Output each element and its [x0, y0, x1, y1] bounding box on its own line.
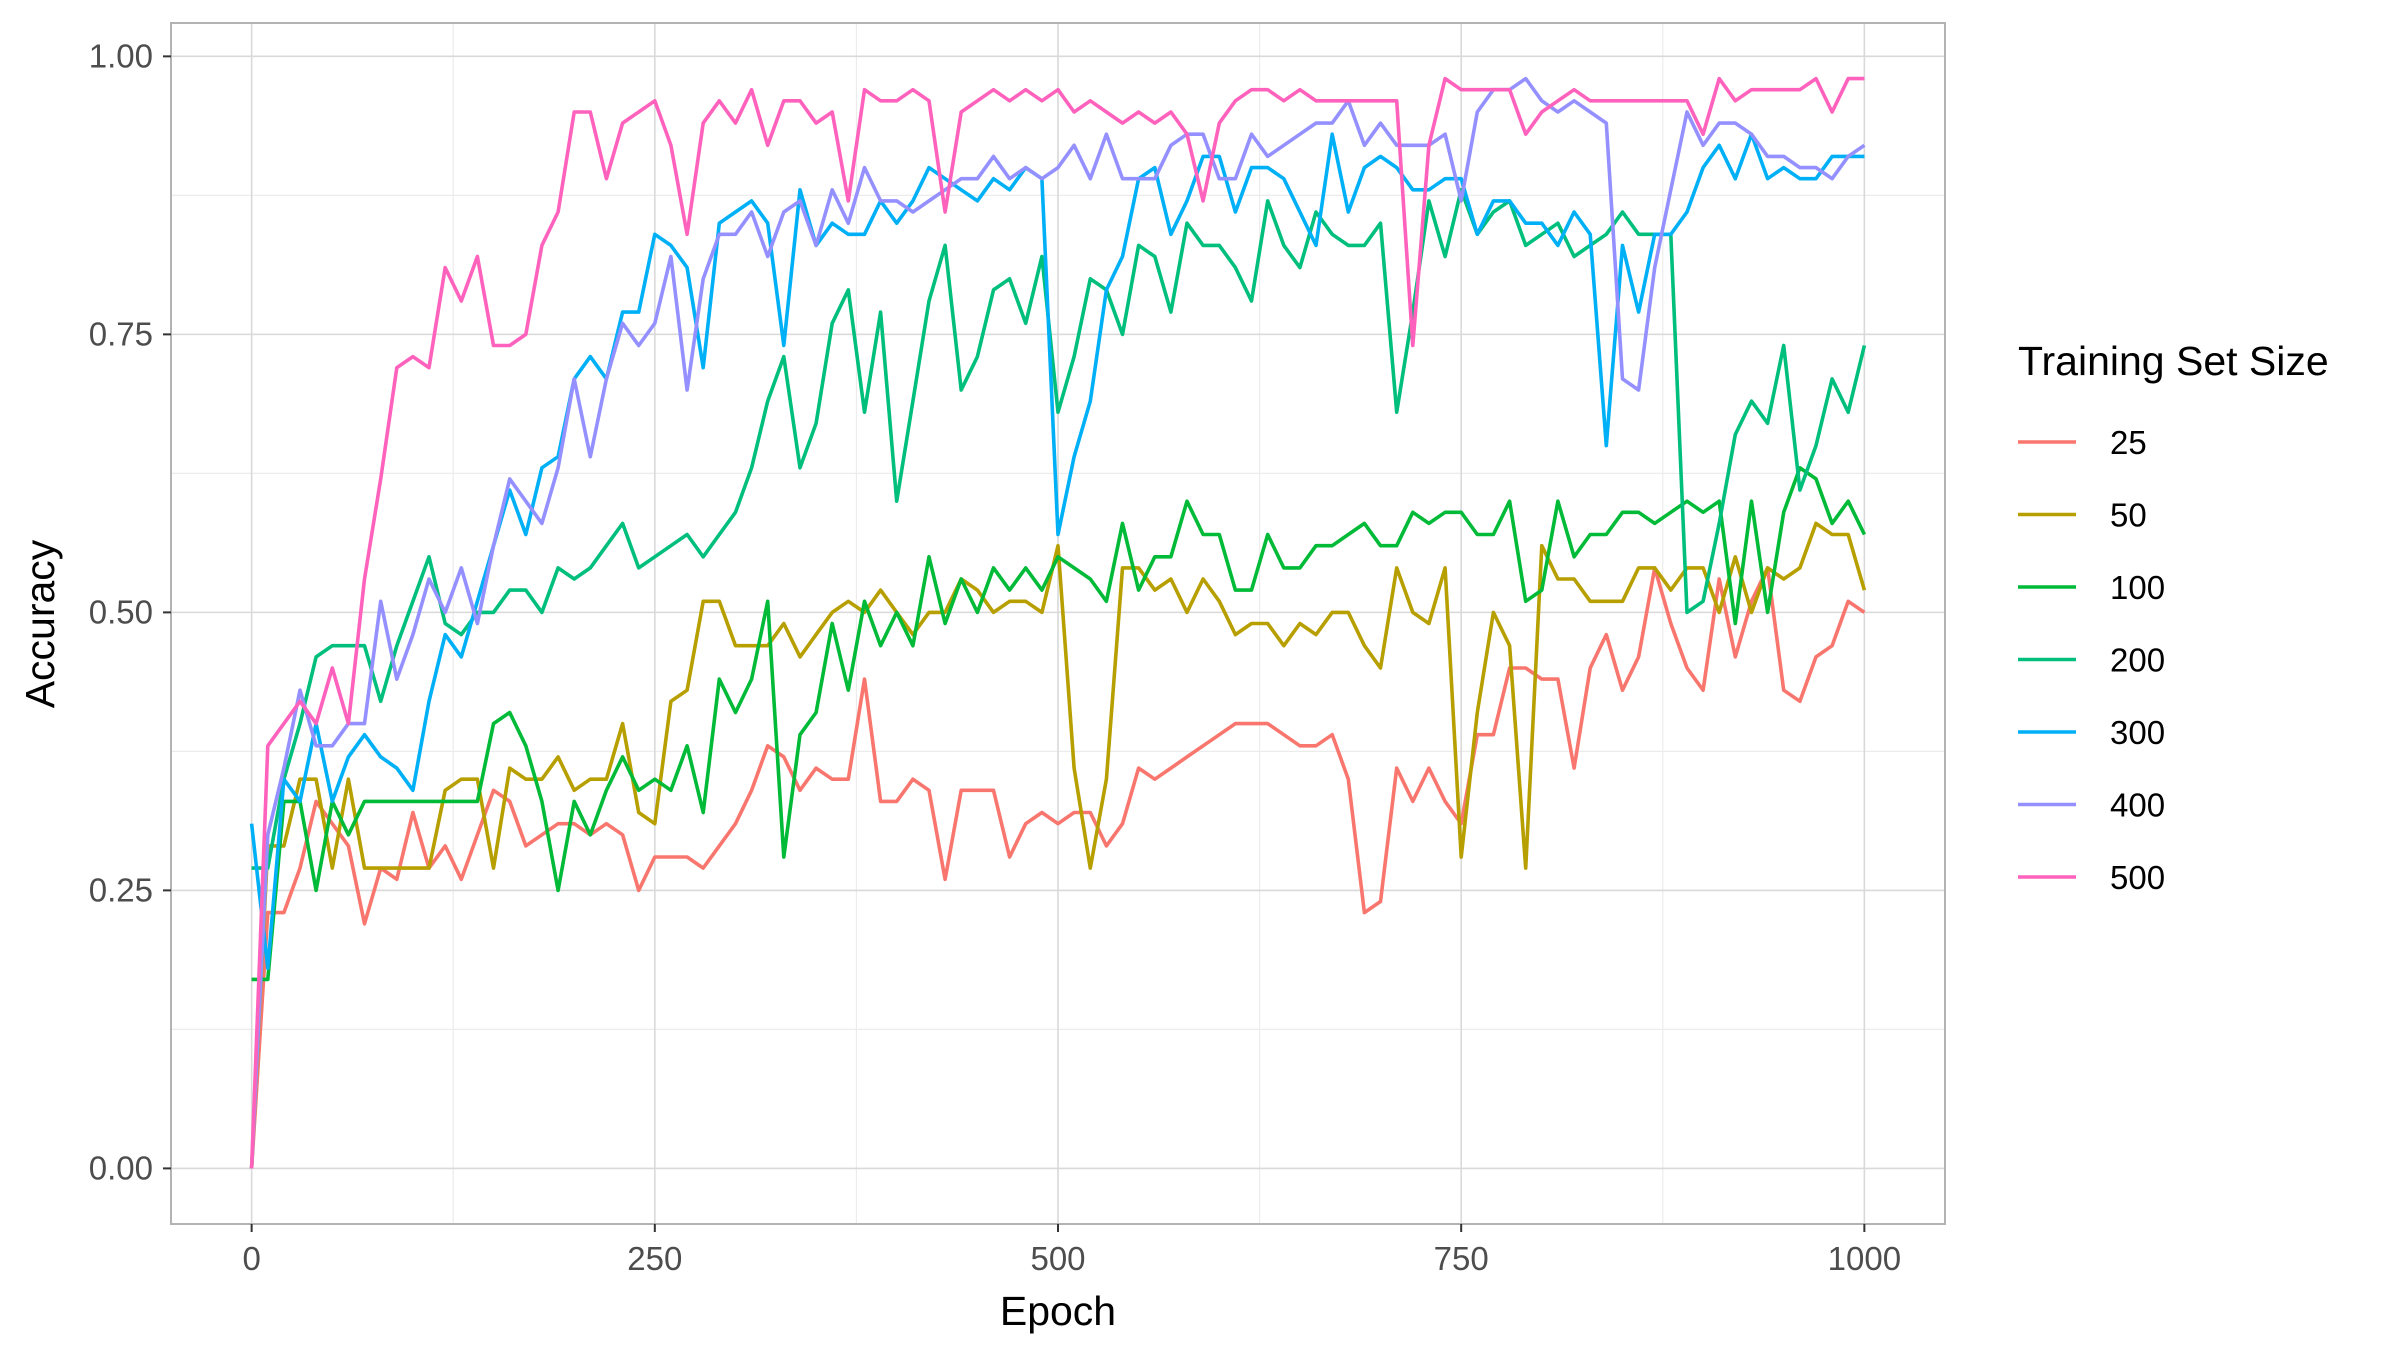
legend: Training Set Size 25 50 100 200 300 400 500: [2018, 338, 2329, 896]
x-axis-ticks: 0 250 500 750 1000: [242, 1224, 1901, 1277]
y-tick-label: 0.75: [89, 315, 153, 352]
legend-title: Training Set Size: [2018, 338, 2329, 384]
y-axis-ticks: 0.00 0.25 0.50 0.75 1.00: [89, 37, 171, 1186]
series-line-400: [249, 76, 1866, 1169]
x-tick-label: 250: [627, 1240, 682, 1277]
y-tick-label: 0.00: [89, 1149, 153, 1186]
x-tick-label: 500: [1030, 1240, 1085, 1277]
y-axis-title: Accuracy: [17, 539, 63, 708]
series-lines: [249, 76, 1867, 1169]
series-line-200: [251, 188, 1867, 870]
y-tick-label: 1.00: [89, 37, 153, 74]
x-tick-label: 750: [1434, 1240, 1489, 1277]
legend-label-25: 25: [2110, 424, 2147, 461]
x-tick-label: 1000: [1828, 1240, 1901, 1277]
legend-label-300: 300: [2110, 714, 2165, 751]
series-line-500: [249, 76, 1865, 1169]
x-tick-label: 0: [242, 1240, 260, 1277]
legend-items: 25 50 100 200 300 400 500: [2018, 424, 2165, 896]
y-tick-label: 0.50: [89, 593, 153, 630]
legend-label-400: 400: [2110, 787, 2165, 824]
legend-label-100: 100: [2110, 569, 2165, 606]
series-line-100: [251, 466, 1867, 982]
x-axis-title: Epoch: [1000, 1288, 1116, 1334]
series-line-300: [249, 132, 1865, 970]
series-line-25: [249, 566, 1866, 1169]
series-line-50: [249, 521, 1867, 1169]
legend-label-500: 500: [2110, 859, 2165, 896]
major-gridlines: [171, 23, 1945, 1224]
y-tick-label: 0.25: [89, 871, 153, 908]
legend-label-200: 200: [2110, 642, 2165, 679]
legend-label-50: 50: [2110, 497, 2147, 534]
